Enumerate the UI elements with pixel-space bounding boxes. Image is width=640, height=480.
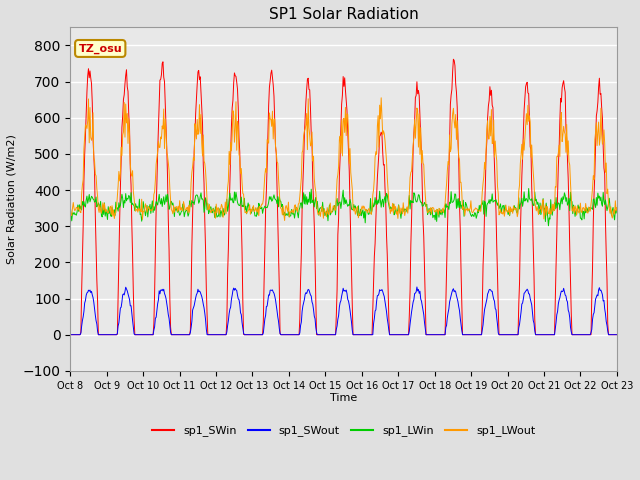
sp1_LWout	[281, 217, 289, 223]
Line: sp1_SWout: sp1_SWout	[70, 287, 617, 335]
sp1_LWin	[188, 198, 196, 204]
sp1_LWin	[410, 190, 418, 196]
X-axis label: Time: Time	[330, 393, 357, 403]
sp1_SWout	[413, 284, 420, 290]
Legend: sp1_SWin, sp1_SWout, sp1_LWin, sp1_LWout: sp1_SWin, sp1_SWout, sp1_LWin, sp1_LWout	[147, 421, 540, 441]
Text: TZ_osu: TZ_osu	[79, 43, 122, 54]
sp1_LWin	[217, 207, 225, 213]
Line: sp1_LWin: sp1_LWin	[70, 189, 617, 226]
sp1_SWout	[427, 332, 435, 337]
sp1_LWout	[132, 207, 140, 213]
sp1_SWin	[188, 243, 196, 249]
Title: SP1 Solar Radiation: SP1 Solar Radiation	[269, 7, 419, 22]
sp1_LWin	[426, 209, 434, 215]
sp1_LWout	[613, 205, 621, 211]
sp1_SWout	[217, 332, 225, 337]
sp1_SWin	[410, 131, 418, 136]
sp1_LWout	[412, 135, 419, 141]
sp1_LWin	[545, 223, 552, 228]
sp1_LWin	[76, 206, 84, 212]
sp1_LWin	[67, 202, 74, 207]
sp1_LWin	[525, 186, 532, 192]
Line: sp1_SWin: sp1_SWin	[70, 59, 617, 335]
sp1_SWout	[410, 297, 418, 302]
sp1_LWin	[132, 204, 140, 210]
sp1_LWout	[67, 204, 74, 210]
sp1_SWin	[449, 56, 457, 62]
sp1_LWin	[613, 205, 621, 211]
Y-axis label: Solar Radiation (W/m2): Solar Radiation (W/m2)	[7, 134, 17, 264]
sp1_SWin	[426, 332, 434, 337]
sp1_SWout	[76, 332, 84, 337]
sp1_SWin	[132, 332, 140, 337]
sp1_SWin	[67, 332, 74, 337]
sp1_LWout	[378, 95, 385, 101]
sp1_SWin	[76, 332, 84, 337]
sp1_LWout	[188, 169, 196, 175]
Line: sp1_LWout: sp1_LWout	[70, 98, 617, 220]
sp1_SWout	[67, 332, 74, 337]
sp1_SWout	[613, 332, 621, 337]
sp1_SWout	[188, 318, 196, 324]
sp1_LWout	[217, 205, 225, 211]
sp1_SWin	[613, 332, 621, 337]
sp1_LWout	[76, 209, 84, 215]
sp1_SWin	[217, 332, 225, 337]
sp1_LWout	[428, 211, 435, 217]
sp1_SWout	[132, 332, 140, 337]
